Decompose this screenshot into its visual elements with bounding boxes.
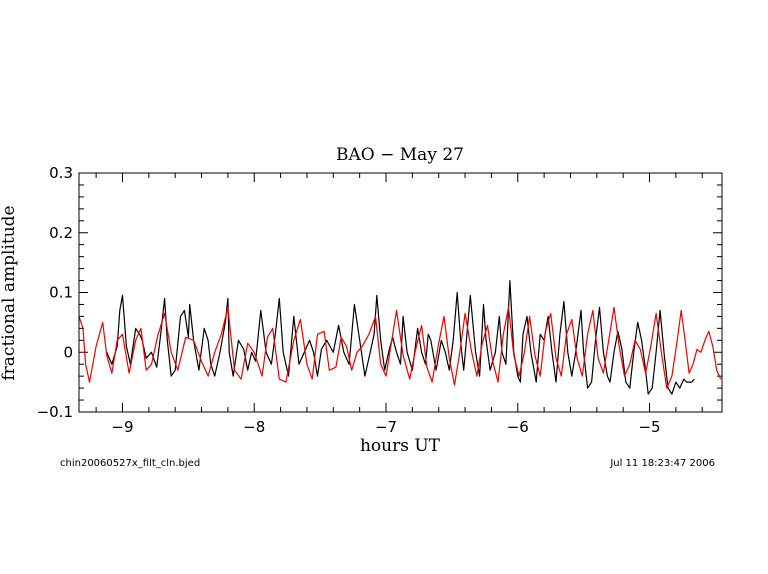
axes: −9 −8 −7 −6 −5 −0.1 0 0.1 0.2 0.3 [37,164,722,436]
footer-filename: chin20060527x_filt_cln.bjed [60,458,200,469]
footer-timestamp: Jul 11 18:23:47 2006 [609,458,715,469]
x-tick-label: −7 [375,418,397,436]
x-tick-label: −9 [111,418,133,436]
series-group [78,280,722,395]
y-tick-label: 0.2 [49,224,73,242]
y-tick-label: 0.3 [49,164,73,182]
y-tick-label: −0.1 [37,403,73,421]
chart-title: BAO − May 27 [336,145,464,165]
series-line-model [78,306,722,389]
y-axis-label: fractional amplitude [0,205,19,380]
x-tick-label: −6 [507,418,529,436]
x-tick-label: −8 [243,418,265,436]
y-tick-label: 0 [63,343,73,361]
y-tick-label: 0.1 [49,284,73,302]
series-line-observed [106,280,695,395]
x-tick-label: −5 [638,418,660,436]
x-axis-label: hours UT [360,436,441,456]
plot-frame [78,172,723,413]
